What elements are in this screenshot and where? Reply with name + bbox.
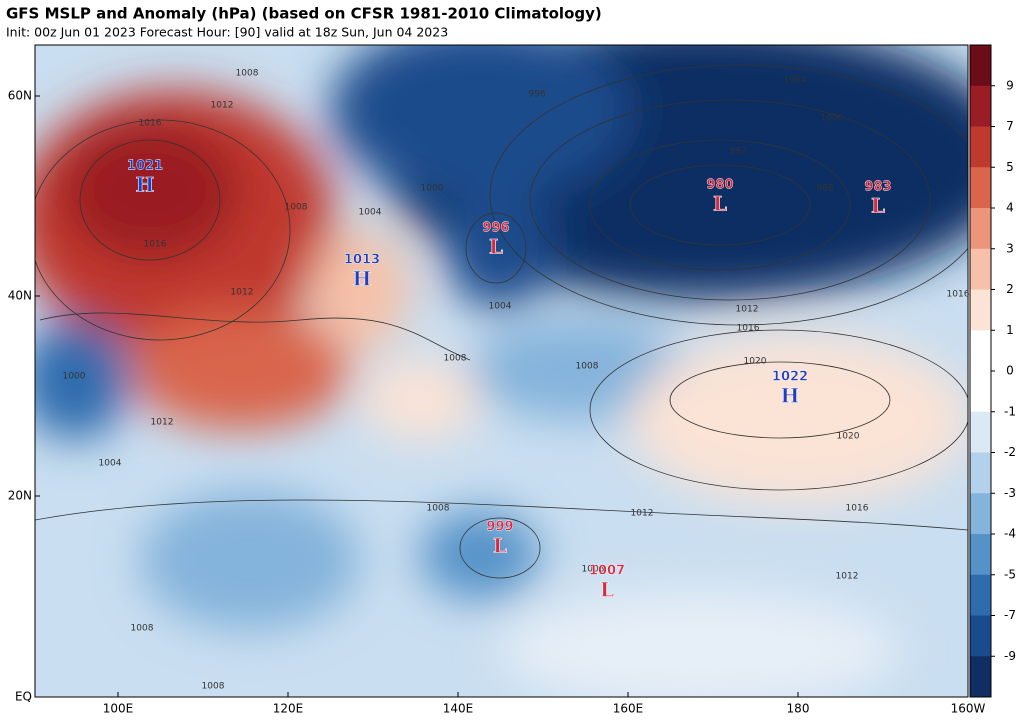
center-letter: H xyxy=(781,384,800,408)
lat-label: EQ xyxy=(15,690,32,704)
lon-label: 160E xyxy=(613,702,644,716)
colorbar-label: 9 xyxy=(1006,78,1014,92)
center-value: 980 xyxy=(706,178,733,193)
isobar-label: 1016 xyxy=(737,324,760,334)
isobar-label: 1016 xyxy=(139,119,162,129)
center-letter: L xyxy=(713,192,727,216)
isobar-label: 988 xyxy=(816,184,833,194)
colorbar-swatch xyxy=(970,330,991,372)
isobar-label: 1008 xyxy=(576,362,599,372)
center-letter: L xyxy=(871,194,885,218)
map xyxy=(35,45,968,697)
colorbar-swatch xyxy=(970,656,991,698)
isobar-label: 1004 xyxy=(489,302,512,312)
colorbar: 9 7 5 4 3 2 1 0 -1 -2 -3 -4 -5 -7 -9 xyxy=(969,44,1016,698)
isobar-label: 1016 xyxy=(144,240,167,250)
map-frame xyxy=(34,44,969,698)
colorbar-label: 3 xyxy=(1006,241,1014,255)
isobar-label: 1008 xyxy=(444,354,467,364)
isobar-label: 1016 xyxy=(846,504,869,514)
center-value: 1022 xyxy=(772,370,808,385)
colorbar-swatch xyxy=(970,452,991,494)
isobar-label: 1008 xyxy=(427,504,450,514)
colorbar-swatch xyxy=(970,248,991,290)
colorbar-swatch xyxy=(970,289,991,331)
colorbar-label: -5 xyxy=(1004,567,1016,581)
isobar-label: 1012 xyxy=(231,288,254,298)
lon-label: 180 xyxy=(787,702,810,716)
colorbar-label: 4 xyxy=(1006,201,1014,215)
center-letter: H xyxy=(136,173,155,197)
center-letter: L xyxy=(600,578,614,602)
center-value: 996 xyxy=(482,221,509,236)
colorbar-label: -3 xyxy=(1004,486,1016,500)
isobar-label: 1016 xyxy=(947,290,970,300)
subtitle: Init: 00z Jun 01 2023 Forecast Hour: [90… xyxy=(6,25,448,40)
isobar-label: 1000 xyxy=(821,114,844,124)
isobar-label: 1008 xyxy=(131,624,154,634)
colorbar-label: 5 xyxy=(1006,160,1014,174)
colorbar-label: 0 xyxy=(1006,364,1014,378)
isobar-label: 1004 xyxy=(784,76,807,86)
colorbar-swatch xyxy=(970,615,991,657)
center-letter: L xyxy=(493,534,507,558)
colorbar-swatch xyxy=(970,493,991,535)
isobar-label: 1000 xyxy=(63,372,86,382)
isobar-label: 1012 xyxy=(631,509,654,519)
isobar-label: 1008 xyxy=(236,69,259,79)
colorbar-swatch xyxy=(970,85,991,127)
colorbar-label: 1 xyxy=(1006,323,1014,337)
colorbar-swatch xyxy=(970,574,991,616)
colorbar-label: 2 xyxy=(1006,282,1014,296)
isobar-label: 992 xyxy=(729,147,746,157)
colorbar-swatch xyxy=(970,534,991,576)
title: GFS MSLP and Anomaly (hPa) (based on CFS… xyxy=(6,5,602,23)
center-value: 1013 xyxy=(344,253,380,268)
lon-label: 120E xyxy=(273,702,304,716)
isobar-label: 1004 xyxy=(359,208,382,218)
isobar-label: 1004 xyxy=(99,459,122,469)
lon-label: 160W xyxy=(951,702,986,716)
isobar-label: 1008 xyxy=(582,565,605,575)
center-value: 983 xyxy=(864,180,891,195)
colorbar-label: -1 xyxy=(1004,404,1016,418)
colorbar-swatch xyxy=(970,371,991,413)
colorbar-swatch xyxy=(970,45,991,87)
lat-label: 20N xyxy=(8,489,32,503)
colorbar-label: -7 xyxy=(1004,608,1016,622)
isobar-label: 1008 xyxy=(285,203,308,213)
colorbar-label: -2 xyxy=(1004,445,1016,459)
lat-label: 40N xyxy=(8,289,32,303)
colorbar-label: -4 xyxy=(1004,527,1016,541)
isobar-label: 996 xyxy=(528,90,545,100)
center-value: 1007 xyxy=(589,564,625,579)
lon-label: 100E xyxy=(103,702,134,716)
isobar-label: 1012 xyxy=(211,101,234,111)
lat-label: 60N xyxy=(8,89,32,103)
isobar-label: 1020 xyxy=(837,432,860,442)
isobar-label: 1000 xyxy=(421,184,444,194)
isobar-label: 1012 xyxy=(736,305,759,315)
isobar-label: 1008 xyxy=(202,682,225,692)
isobar-label: 1020 xyxy=(744,357,767,367)
colorbar-swatch xyxy=(970,167,991,209)
colorbar-swatch xyxy=(970,126,991,168)
colorbar-label: -9 xyxy=(1004,649,1016,663)
center-value: 1021 xyxy=(127,159,163,174)
colorbar-swatch xyxy=(970,208,991,250)
center-letter: H xyxy=(353,267,372,291)
isobar-label: 1012 xyxy=(151,418,174,428)
isobar-label: 1012 xyxy=(836,572,859,582)
center-value: 999 xyxy=(486,520,513,535)
colorbar-label: 7 xyxy=(1006,119,1014,133)
lon-label: 140E xyxy=(443,702,474,716)
center-letter: L xyxy=(489,235,503,259)
colorbar-swatch xyxy=(970,411,991,453)
